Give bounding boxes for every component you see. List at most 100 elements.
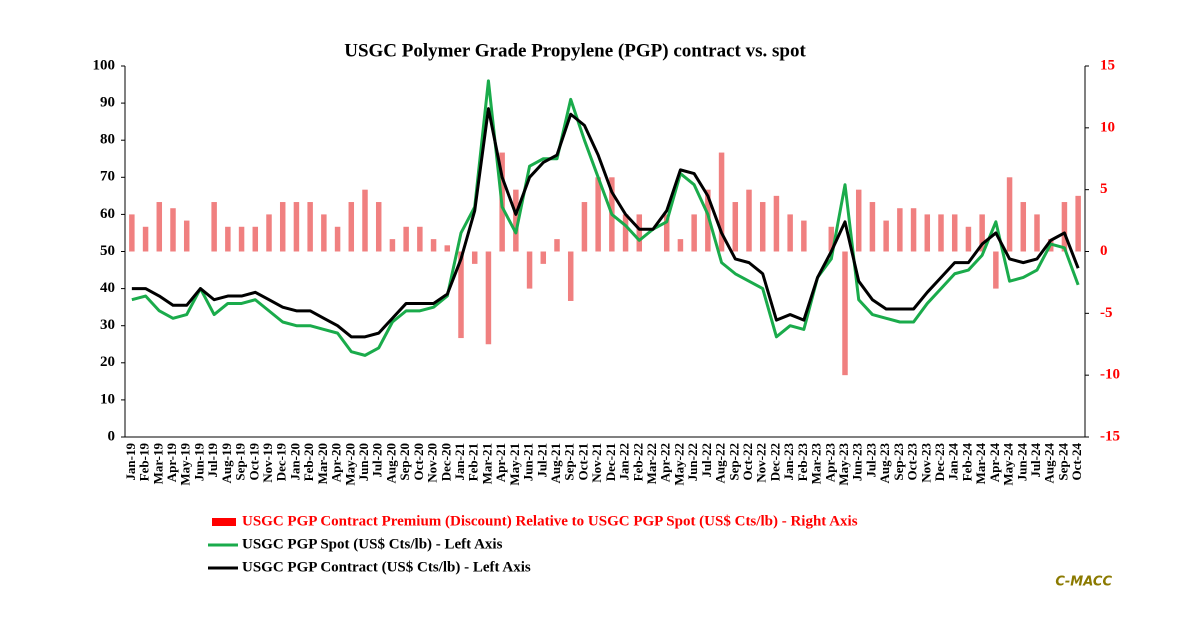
bar	[705, 189, 711, 252]
x-tick-label: Jul-23	[863, 443, 878, 478]
bar	[897, 208, 903, 252]
x-tick-label: Sep-20	[397, 443, 412, 481]
bar	[129, 214, 135, 252]
line	[131, 79, 1080, 357]
bar	[444, 245, 451, 252]
bar	[951, 214, 958, 252]
x-tick-label: Oct-23	[905, 443, 920, 481]
legend-label: USGC PGP Spot (US$ Cts/lb) - Left Axis	[242, 536, 503, 552]
bar	[1075, 195, 1081, 252]
bar	[567, 251, 574, 301]
bar	[540, 251, 547, 264]
bar	[348, 202, 355, 252]
x-tick-label: Jul-24	[1028, 443, 1043, 478]
x-tick-label: Dec-21	[603, 443, 618, 481]
bar	[1034, 214, 1040, 252]
bar	[225, 226, 231, 252]
bar	[746, 189, 752, 252]
bar	[252, 226, 259, 252]
x-tick-label: Sep-23	[891, 443, 906, 481]
bar	[1006, 177, 1013, 252]
x-tick-label: Mar-23	[809, 443, 824, 485]
bar	[883, 220, 889, 252]
bar	[622, 214, 629, 252]
bar	[321, 214, 327, 252]
x-tick-label: Jun-21	[521, 443, 536, 481]
x-tick-label: Oct-19	[246, 443, 261, 481]
x-tick-label: Aug-21	[548, 443, 563, 483]
x-tick-label: Sep-24	[1055, 443, 1070, 481]
x-tick-label: Aug-19	[219, 443, 234, 484]
bar	[993, 251, 999, 289]
bar	[801, 220, 807, 252]
x-tick-label: Feb-19	[137, 443, 152, 482]
bar	[663, 214, 670, 252]
x-tick-label: Dec-23	[932, 443, 947, 482]
bar	[924, 214, 931, 252]
y2-tick-label: -5	[1100, 305, 1113, 321]
y-tick-label: 0	[108, 428, 116, 444]
y-tick-label: 80	[100, 132, 115, 148]
x-tick-label: Apr-24	[987, 443, 1002, 483]
y2-tick-label: -10	[1100, 367, 1120, 383]
x-tick-label: Dec-20	[438, 443, 453, 481]
x-tick-label: Jan-20	[287, 443, 302, 481]
x-tick-label: Jan-21	[452, 443, 467, 481]
x-tick-label: Oct-22	[740, 443, 755, 481]
bar	[417, 226, 423, 252]
x-tick-label: Jun-23	[850, 443, 865, 482]
bar	[581, 202, 588, 252]
y-tick-label: 90	[100, 95, 115, 111]
x-tick-label: Jun-19	[191, 443, 206, 482]
bar	[389, 239, 396, 252]
x-tick-label: Jun-22	[685, 443, 700, 481]
bar	[965, 226, 972, 252]
x-tick-label: Jul-21	[534, 443, 549, 478]
bar	[513, 189, 519, 252]
x-tick-label: Aug-23	[877, 443, 892, 484]
x-tick-label: Nov-20	[425, 443, 440, 483]
y-tick-label: 100	[93, 57, 116, 73]
bar	[691, 214, 697, 252]
x-tick-label: Mar-21	[479, 443, 494, 484]
x-tick-label: Jul-22	[699, 443, 714, 478]
bar	[170, 208, 176, 252]
bar	[855, 189, 862, 252]
bar	[554, 239, 560, 252]
x-tick-label: Feb-21	[466, 443, 481, 481]
bar	[526, 251, 533, 289]
bar	[938, 214, 944, 252]
x-tick-label: Jan-24	[946, 443, 961, 481]
bar	[430, 239, 437, 252]
x-tick-label: Feb-24	[959, 443, 974, 482]
bar	[334, 226, 341, 252]
x-tick-label: Feb-23	[795, 443, 810, 482]
bar	[279, 202, 286, 252]
x-tick-label: May-22	[671, 443, 686, 486]
x-tick-label: Nov-23	[918, 443, 933, 483]
bar	[910, 208, 917, 252]
x-tick-label: Mar-20	[315, 443, 330, 484]
x-tick-label: Aug-20	[383, 443, 398, 483]
y-tick-label: 40	[100, 280, 115, 296]
x-tick-label: Aug-22	[713, 443, 728, 483]
x-tick-label: May-20	[342, 443, 357, 486]
y-tick-label: 10	[100, 391, 115, 407]
bar	[979, 214, 985, 252]
chart-title: USGC Polymer Grade Propylene (PGP) contr…	[344, 40, 806, 61]
bar	[485, 251, 492, 345]
x-tick-label: Mar-24	[973, 443, 988, 485]
x-tick-label: Nov-22	[754, 443, 769, 483]
x-tick-label: Jun-24	[1014, 443, 1029, 482]
source: C-MACC	[1055, 575, 1112, 590]
x-tick-label: May-19	[178, 443, 193, 486]
y-tick-label: 20	[100, 354, 115, 370]
bar	[759, 202, 766, 252]
x-tick-label: Jul-19	[205, 443, 220, 478]
x-tick-label: Sep-19	[233, 443, 248, 481]
legend-label: USGC PGP Contract Premium (Discount) Rel…	[242, 513, 858, 529]
y-tick-label: 70	[100, 169, 115, 185]
bar	[458, 251, 464, 339]
x-tick-label: Apr-21	[493, 443, 508, 482]
